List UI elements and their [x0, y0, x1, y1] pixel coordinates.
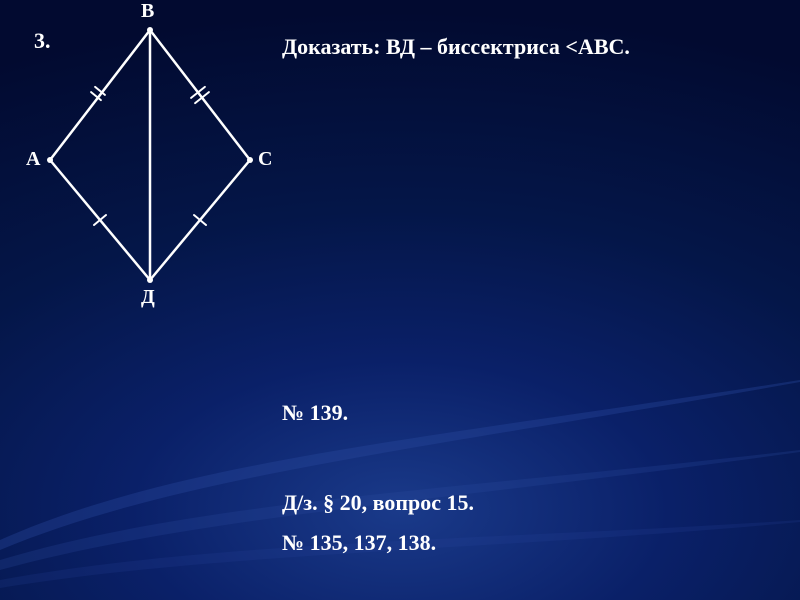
edge-bc	[150, 30, 250, 160]
label-c: С	[258, 148, 272, 171]
exercise-number: № 139.	[282, 400, 348, 426]
edge-ab	[50, 30, 150, 160]
geometry-diagram	[20, 10, 280, 310]
label-d: Д	[141, 286, 155, 309]
label-b: В	[141, 0, 154, 23]
proof-statement: Доказать: ВД – биссектриса <АВС.	[282, 34, 630, 60]
label-a: А	[26, 148, 40, 171]
homework-line: Д/з. § 20, вопрос 15.	[282, 490, 474, 516]
swoosh-decoration	[0, 340, 800, 600]
homework-numbers: № 135, 137, 138.	[282, 530, 436, 556]
slide: 3. Доказать: ВД – биссектриса <АВС.	[0, 0, 800, 600]
